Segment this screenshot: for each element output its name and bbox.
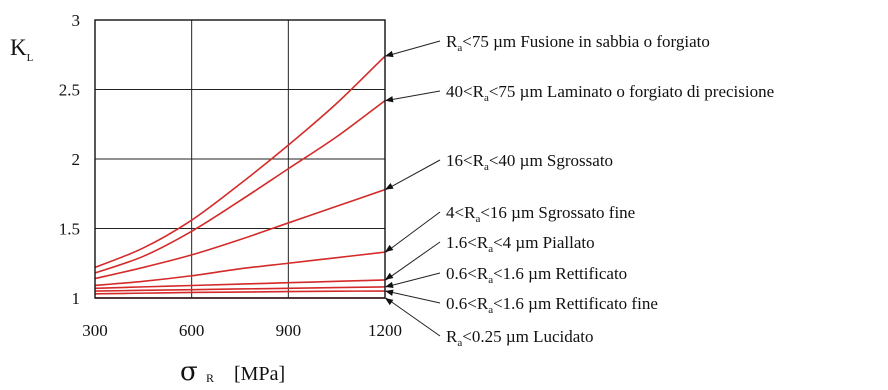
x-tick-labels: 300 600 900 1200: [82, 321, 402, 340]
series-line: [94, 290, 386, 295]
plot-frame: [94, 19, 386, 299]
series-label: Ra<75 µm Fusione in sabbia o forgiato: [446, 32, 710, 54]
series-label: 1.6<Ra<4 µm Piallato: [446, 233, 595, 255]
grid: [94, 19, 386, 299]
pointer-arrowhead: [385, 96, 394, 103]
series-line: [94, 279, 386, 290]
pointer-arrowhead: [385, 289, 394, 296]
series-line: [94, 188, 386, 280]
series-label: 4<Ra<16 µm Sgrossato fine: [446, 203, 635, 225]
pointer-line: [385, 211, 441, 253]
series-lines: [94, 55, 386, 299]
series-label: 0.6<Ra<1.6 µm Rettificato fine: [446, 294, 658, 316]
label-pointers: [385, 40, 441, 337]
pointer-line: [385, 90, 441, 102]
x-tick-label: 600: [179, 321, 205, 340]
pointer-line: [385, 159, 441, 191]
series-label: Ra<0.25 µm Lucidato: [446, 327, 594, 349]
pointer-arrowhead: [385, 281, 394, 289]
series-line: [94, 286, 386, 292]
series-line: [94, 55, 386, 269]
y-tick-label: 2: [72, 150, 81, 169]
pointer-line: [385, 241, 441, 281]
x-tick-label: 900: [276, 321, 302, 340]
series-label: 0.6<Ra<1.6 µm Rettificato: [446, 264, 627, 286]
pointer-arrowhead: [385, 272, 394, 280]
pointer-line: [385, 297, 441, 337]
pointer-arrowhead: [385, 298, 394, 306]
y-tick-labels: 1 1.5 2 2.5 3: [59, 11, 80, 308]
x-axis-title: σ R [MPa]: [180, 357, 285, 387]
series-labels: Ra<75 µm Fusione in sabbia o forgiato 40<…: [446, 32, 774, 349]
svg-text:[MPa]: [MPa]: [234, 363, 285, 385]
series-label: 16<Ra<40 µm Sgrossato: [446, 151, 613, 173]
svg-text:σ: σ: [180, 357, 198, 387]
series-label: 40<Ra<75 µm Laminato o forgiato di preci…: [446, 82, 774, 104]
y-tick-label: 1.5: [59, 220, 80, 239]
pointer-line: [385, 290, 441, 304]
y-tick-label: 3: [72, 11, 81, 30]
pointer-arrowhead: [385, 244, 394, 253]
pointer-line: [385, 40, 441, 57]
pointer-arrowhead: [385, 182, 394, 190]
x-tick-label: 300: [82, 321, 108, 340]
pointer-arrowhead: [385, 50, 394, 58]
pointer-line: [385, 272, 441, 288]
x-tick-label: 1200: [368, 321, 402, 340]
series-line: [94, 251, 386, 287]
y-tick-label: 2.5: [59, 81, 80, 100]
y-axis-title: KL: [10, 35, 34, 64]
series-line: [94, 99, 386, 274]
y-tick-label: 1: [72, 289, 81, 308]
svg-text:R: R: [206, 371, 214, 385]
